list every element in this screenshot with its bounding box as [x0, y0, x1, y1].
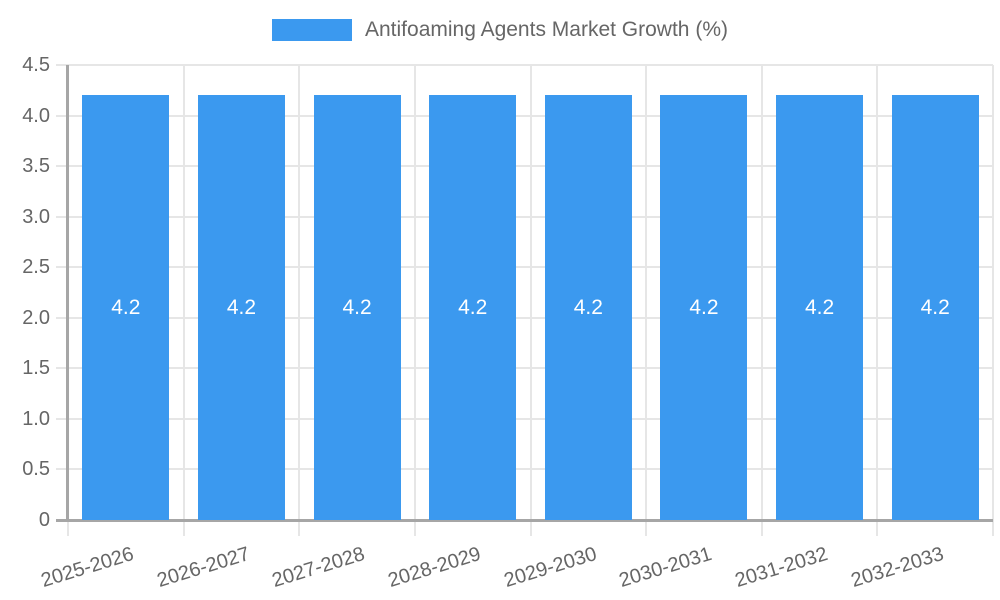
bar: 4.2 — [660, 95, 748, 520]
x-axis-tick-label: 2027-2028 — [269, 542, 368, 592]
gridline-horizontal — [56, 367, 993, 370]
x-axis-tick-label: 2028-2029 — [385, 542, 484, 592]
y-axis-tick-label: 2.0 — [22, 306, 50, 329]
bar: 4.2 — [197, 95, 285, 520]
gridline-vertical — [992, 65, 994, 536]
gridline-horizontal — [56, 266, 993, 269]
gridline-horizontal — [56, 165, 993, 168]
y-axis-tick-label: 3.5 — [22, 155, 50, 178]
y-axis-tick-label: 0 — [38, 509, 50, 531]
y-axis-tick-label: 1.5 — [22, 357, 50, 380]
chart-legend: Antifoaming Agents Market Growth (%) — [0, 17, 1000, 43]
gridline-horizontal — [56, 64, 993, 66]
legend-item[interactable]: Antifoaming Agents Market Growth (%) — [272, 17, 728, 43]
y-axis-tick-label: 4.0 — [22, 104, 50, 127]
gridline-vertical — [413, 65, 416, 536]
y-axis-tick-label: 4.5 — [22, 54, 50, 76]
y-axis-tick-label: 1.0 — [22, 407, 50, 430]
bar-value-label: 4.2 — [342, 295, 372, 319]
bar-value-label: 4.2 — [689, 295, 719, 319]
x-axis-tick-label: 2026-2027 — [154, 542, 253, 592]
gridline-vertical — [298, 65, 301, 536]
bar-value-label: 4.2 — [920, 295, 950, 319]
gridline-vertical — [876, 65, 879, 536]
x-axis-tick-label: 2031-2032 — [732, 542, 831, 592]
bar: 4.2 — [891, 95, 979, 520]
y-axis-tick-label: 3.0 — [22, 205, 50, 228]
y-axis-tick-label: 2.5 — [22, 256, 50, 279]
gridline-vertical — [645, 65, 648, 536]
x-axis-tick-label: 2032-2033 — [848, 542, 946, 592]
bar-value-label: 4.2 — [458, 295, 488, 319]
gridline-horizontal — [56, 468, 993, 471]
gridline-vertical — [529, 65, 532, 536]
y-axis-line — [66, 65, 69, 521]
gridline-vertical — [182, 65, 185, 536]
gridline-horizontal — [56, 316, 993, 319]
legend-label: Antifoaming Agents Market Growth (%) — [365, 18, 728, 41]
bar: 4.2 — [776, 95, 864, 520]
bar: 4.2 — [544, 95, 632, 520]
bar-value-label: 4.2 — [111, 295, 141, 319]
x-axis-tick-label: 2029-2030 — [501, 542, 600, 592]
legend-swatch — [272, 19, 352, 41]
bar: 4.2 — [313, 95, 401, 520]
bar-value-label: 4.2 — [573, 295, 603, 319]
y-axis-tick-label: 0.5 — [22, 458, 50, 481]
gridline-horizontal — [56, 417, 993, 420]
gridline-horizontal — [56, 114, 993, 117]
bar: 4.2 — [429, 95, 517, 520]
x-axis-tick-label: 2030-2031 — [616, 542, 715, 592]
gridline-horizontal — [56, 215, 993, 218]
x-axis-line — [56, 519, 993, 522]
x-axis-tick-label: 2025-2026 — [38, 542, 137, 592]
bar-value-label: 4.2 — [804, 295, 835, 319]
gridline-vertical — [760, 65, 763, 536]
bar-value-label: 4.2 — [226, 295, 257, 319]
bar: 4.2 — [82, 95, 170, 520]
